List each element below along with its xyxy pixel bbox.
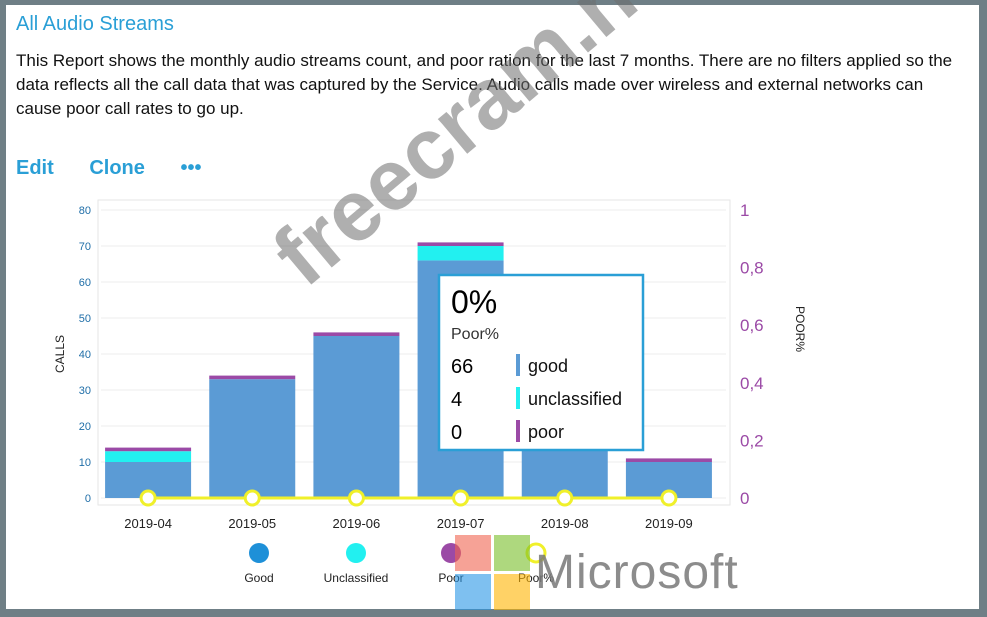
chart-svg: 0102030405060708000,20,40,60,81CALLSPOOR… [53,199,807,585]
bar-poor [417,242,504,246]
plot-area [97,199,731,506]
bar-poor [209,375,296,380]
tooltip-swatch [516,420,520,442]
poor-pct-point [452,489,470,507]
y-tick-label: 70 [79,241,91,253]
y-tick-label: 20 [79,421,91,433]
audio-streams-chart: 0 10 20 30 40 50 60 70 80 0 0,2 0,4 0,6 0,8 1 CALLS POOR… [26,190,966,605]
report-actions: Edit Clone ••• [16,157,231,180]
tooltip-value: 0 [451,422,462,444]
y-tick-label: 40 [79,349,91,361]
y2-tick-label: 1 [740,201,749,220]
bar-unclassified [105,451,192,462]
more-icon[interactable]: ••• [180,157,202,179]
tooltip-value: 66 [451,356,473,378]
y2-tick-label: 0,4 [740,374,764,393]
y-tick-label: 80 [79,205,91,217]
y2-tick-label: 0 [740,489,749,508]
clone-button[interactable]: Clone [89,157,145,179]
y2-axis-label: POOR% [793,306,807,352]
bar-poor [625,458,712,462]
y-tick-label: 50 [79,313,91,325]
tooltip-box [437,273,645,452]
legend-label: Good [244,571,273,585]
y-tick-label: 0 [85,493,91,505]
bar-good [209,379,296,498]
tooltip-percent: 0% [451,284,497,320]
x-tick-label: 2019-07 [437,516,485,531]
legend-label: Unclassified [324,571,389,585]
bar-poor [105,447,192,452]
legend-marker-unclassified [346,543,366,563]
x-tick-label: 2019-04 [124,516,172,531]
report-description: This Report shows the monthly audio stre… [16,51,953,118]
tooltip-label: good [528,356,568,376]
tooltip-label: poor [528,422,564,442]
poor-pct-point [556,489,574,507]
edit-button[interactable]: Edit [16,157,54,179]
tooltip-swatch [516,354,520,376]
y2-tick-label: 0,6 [740,316,764,335]
report-panel: All Audio Streams This Report shows the … [6,5,979,609]
report-title: All Audio Streams [16,13,174,35]
y-axis-label: CALLS [53,335,67,373]
microsoft-brand-text: Microsoft [535,546,739,599]
x-tick-label: 2019-09 [645,516,693,531]
x-tick-label: 2019-06 [333,516,381,531]
x-tick-label: 2019-08 [541,516,589,531]
microsoft-logo-icon [455,535,530,610]
tooltip-value: 4 [451,389,462,411]
y-tick-label: 60 [79,277,91,289]
legend-marker-good [249,543,269,563]
tooltip-label: unclassified [528,389,622,409]
tooltip-percent-label: Poor% [451,326,499,343]
poor-pct-point [243,489,261,507]
tooltip-swatch [516,387,520,409]
y-tick-label: 10 [79,457,91,469]
y-tick-label: 30 [79,385,91,397]
bar-good [313,336,400,498]
y2-tick-label: 0,8 [740,259,764,278]
poor-pct-point [139,489,157,507]
poor-pct-point [660,489,678,507]
bar-poor [313,332,400,336]
bar-unclassified [417,246,504,261]
poor-pct-point [347,489,365,507]
x-tick-label: 2019-05 [228,516,276,531]
y2-tick-label: 0,2 [740,431,764,450]
